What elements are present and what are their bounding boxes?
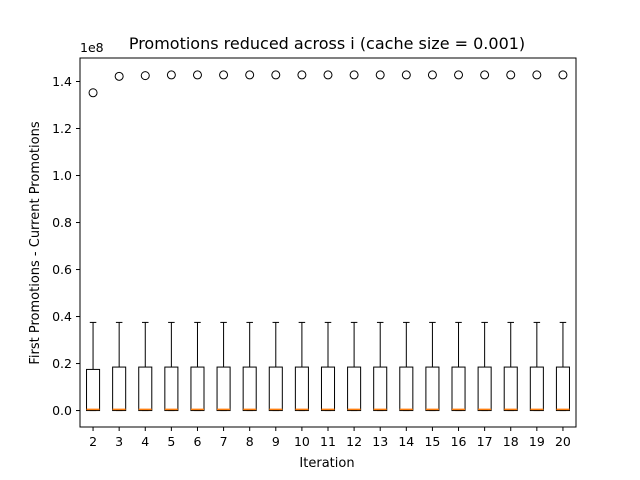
box-group-6 xyxy=(190,70,205,412)
box-iqr xyxy=(138,366,153,412)
x-tick-label: 11 xyxy=(320,434,336,449)
box-group-20 xyxy=(555,70,570,412)
outlier-point xyxy=(506,70,516,80)
box-group-9 xyxy=(268,70,283,412)
outlier-point xyxy=(375,70,385,80)
outlier-point xyxy=(427,70,437,80)
x-tick-label: 6 xyxy=(193,434,201,449)
x-tick-label: 19 xyxy=(529,434,545,449)
outlier-point xyxy=(297,70,307,80)
x-tick-label: 14 xyxy=(398,434,414,449)
y-tick-label: 0.4 xyxy=(52,309,72,324)
box-iqr xyxy=(112,366,127,412)
y-tick-label: 1.0 xyxy=(52,168,72,183)
plot-frame xyxy=(79,57,577,428)
outlier-point xyxy=(88,88,98,98)
outlier-point xyxy=(349,70,359,80)
outlier-point xyxy=(114,71,124,81)
outlier-point xyxy=(140,71,150,81)
box-group-4 xyxy=(138,71,153,412)
outlier-point xyxy=(480,70,490,80)
x-tick-label: 5 xyxy=(167,434,175,449)
box-iqr xyxy=(216,366,231,412)
plot-area: 2 3 4 5 6 7 8 9 10 11 12 13 14 15 16 17 18 19 20 0.0 0.2 0.4 0… xyxy=(52,57,577,449)
x-tick-label: 10 xyxy=(294,434,310,449)
outlier-point xyxy=(245,70,255,80)
y-axis-offset-label: 1e8 xyxy=(80,40,104,55)
x-tick-label: 16 xyxy=(451,434,467,449)
box-group-5 xyxy=(164,70,179,412)
y-tick-label: 0.0 xyxy=(52,403,72,418)
box-group-16 xyxy=(451,70,466,412)
box-iqr xyxy=(347,366,362,412)
box-iqr xyxy=(373,366,388,412)
outlier-point xyxy=(401,70,411,80)
x-tick-label: 15 xyxy=(424,434,440,449)
outlier-point xyxy=(454,70,464,80)
y-tick-label: 0.8 xyxy=(52,215,72,230)
box-iqr xyxy=(294,366,309,412)
outlier-point xyxy=(558,70,568,80)
outlier-point xyxy=(532,70,542,80)
box-group-15 xyxy=(425,70,440,412)
chart-title: Promotions reduced across i (cache size … xyxy=(129,34,525,53)
box-iqr xyxy=(399,366,414,412)
box-group-10 xyxy=(294,70,309,412)
box-iqr xyxy=(477,366,492,412)
x-tick-label: 9 xyxy=(272,434,280,449)
box-group-14 xyxy=(399,70,414,412)
box-group-7 xyxy=(216,70,231,412)
box-iqr xyxy=(529,366,544,412)
box-group-18 xyxy=(503,70,518,412)
x-tick-label: 17 xyxy=(477,434,493,449)
box-group-8 xyxy=(242,70,257,412)
box-iqr xyxy=(86,368,101,412)
box-group-13 xyxy=(373,70,388,412)
x-axis-label: Iteration xyxy=(299,456,354,471)
box-iqr xyxy=(451,366,466,412)
box-iqr xyxy=(242,366,257,412)
outlier-point xyxy=(166,70,176,80)
box-group-2 xyxy=(86,88,101,412)
box-group-12 xyxy=(347,70,362,412)
box-iqr xyxy=(164,366,179,412)
x-tick-label: 7 xyxy=(220,434,228,449)
box-group-19 xyxy=(529,70,544,412)
box-iqr xyxy=(268,366,283,412)
x-tick-label: 12 xyxy=(346,434,362,449)
box-iqr xyxy=(425,366,440,412)
x-tick-label: 2 xyxy=(89,434,97,449)
x-tick-label: 18 xyxy=(503,434,519,449)
box-group-3 xyxy=(112,71,127,412)
outlier-point xyxy=(192,70,202,80)
y-tick-label: 0.2 xyxy=(52,356,72,371)
x-tick-label: 13 xyxy=(372,434,388,449)
box-iqr xyxy=(190,366,205,412)
box-iqr xyxy=(503,366,518,412)
outlier-point xyxy=(219,70,229,80)
box-iqr xyxy=(555,366,570,412)
y-tick-label: 1.2 xyxy=(52,121,72,136)
x-tick-label: 4 xyxy=(141,434,149,449)
x-tick-label: 20 xyxy=(555,434,571,449)
x-tick-label: 3 xyxy=(115,434,123,449)
box-iqr xyxy=(320,366,336,412)
box-group-11 xyxy=(320,70,336,412)
box-group-17 xyxy=(477,70,492,412)
y-tick-label: 0.6 xyxy=(52,262,72,277)
y-tick-label: 1.4 xyxy=(52,74,72,89)
x-tick-label: 8 xyxy=(246,434,254,449)
outlier-point xyxy=(271,70,281,80)
y-axis-label: First Promotions - Current Promotions xyxy=(28,121,43,364)
outlier-point xyxy=(323,70,333,80)
